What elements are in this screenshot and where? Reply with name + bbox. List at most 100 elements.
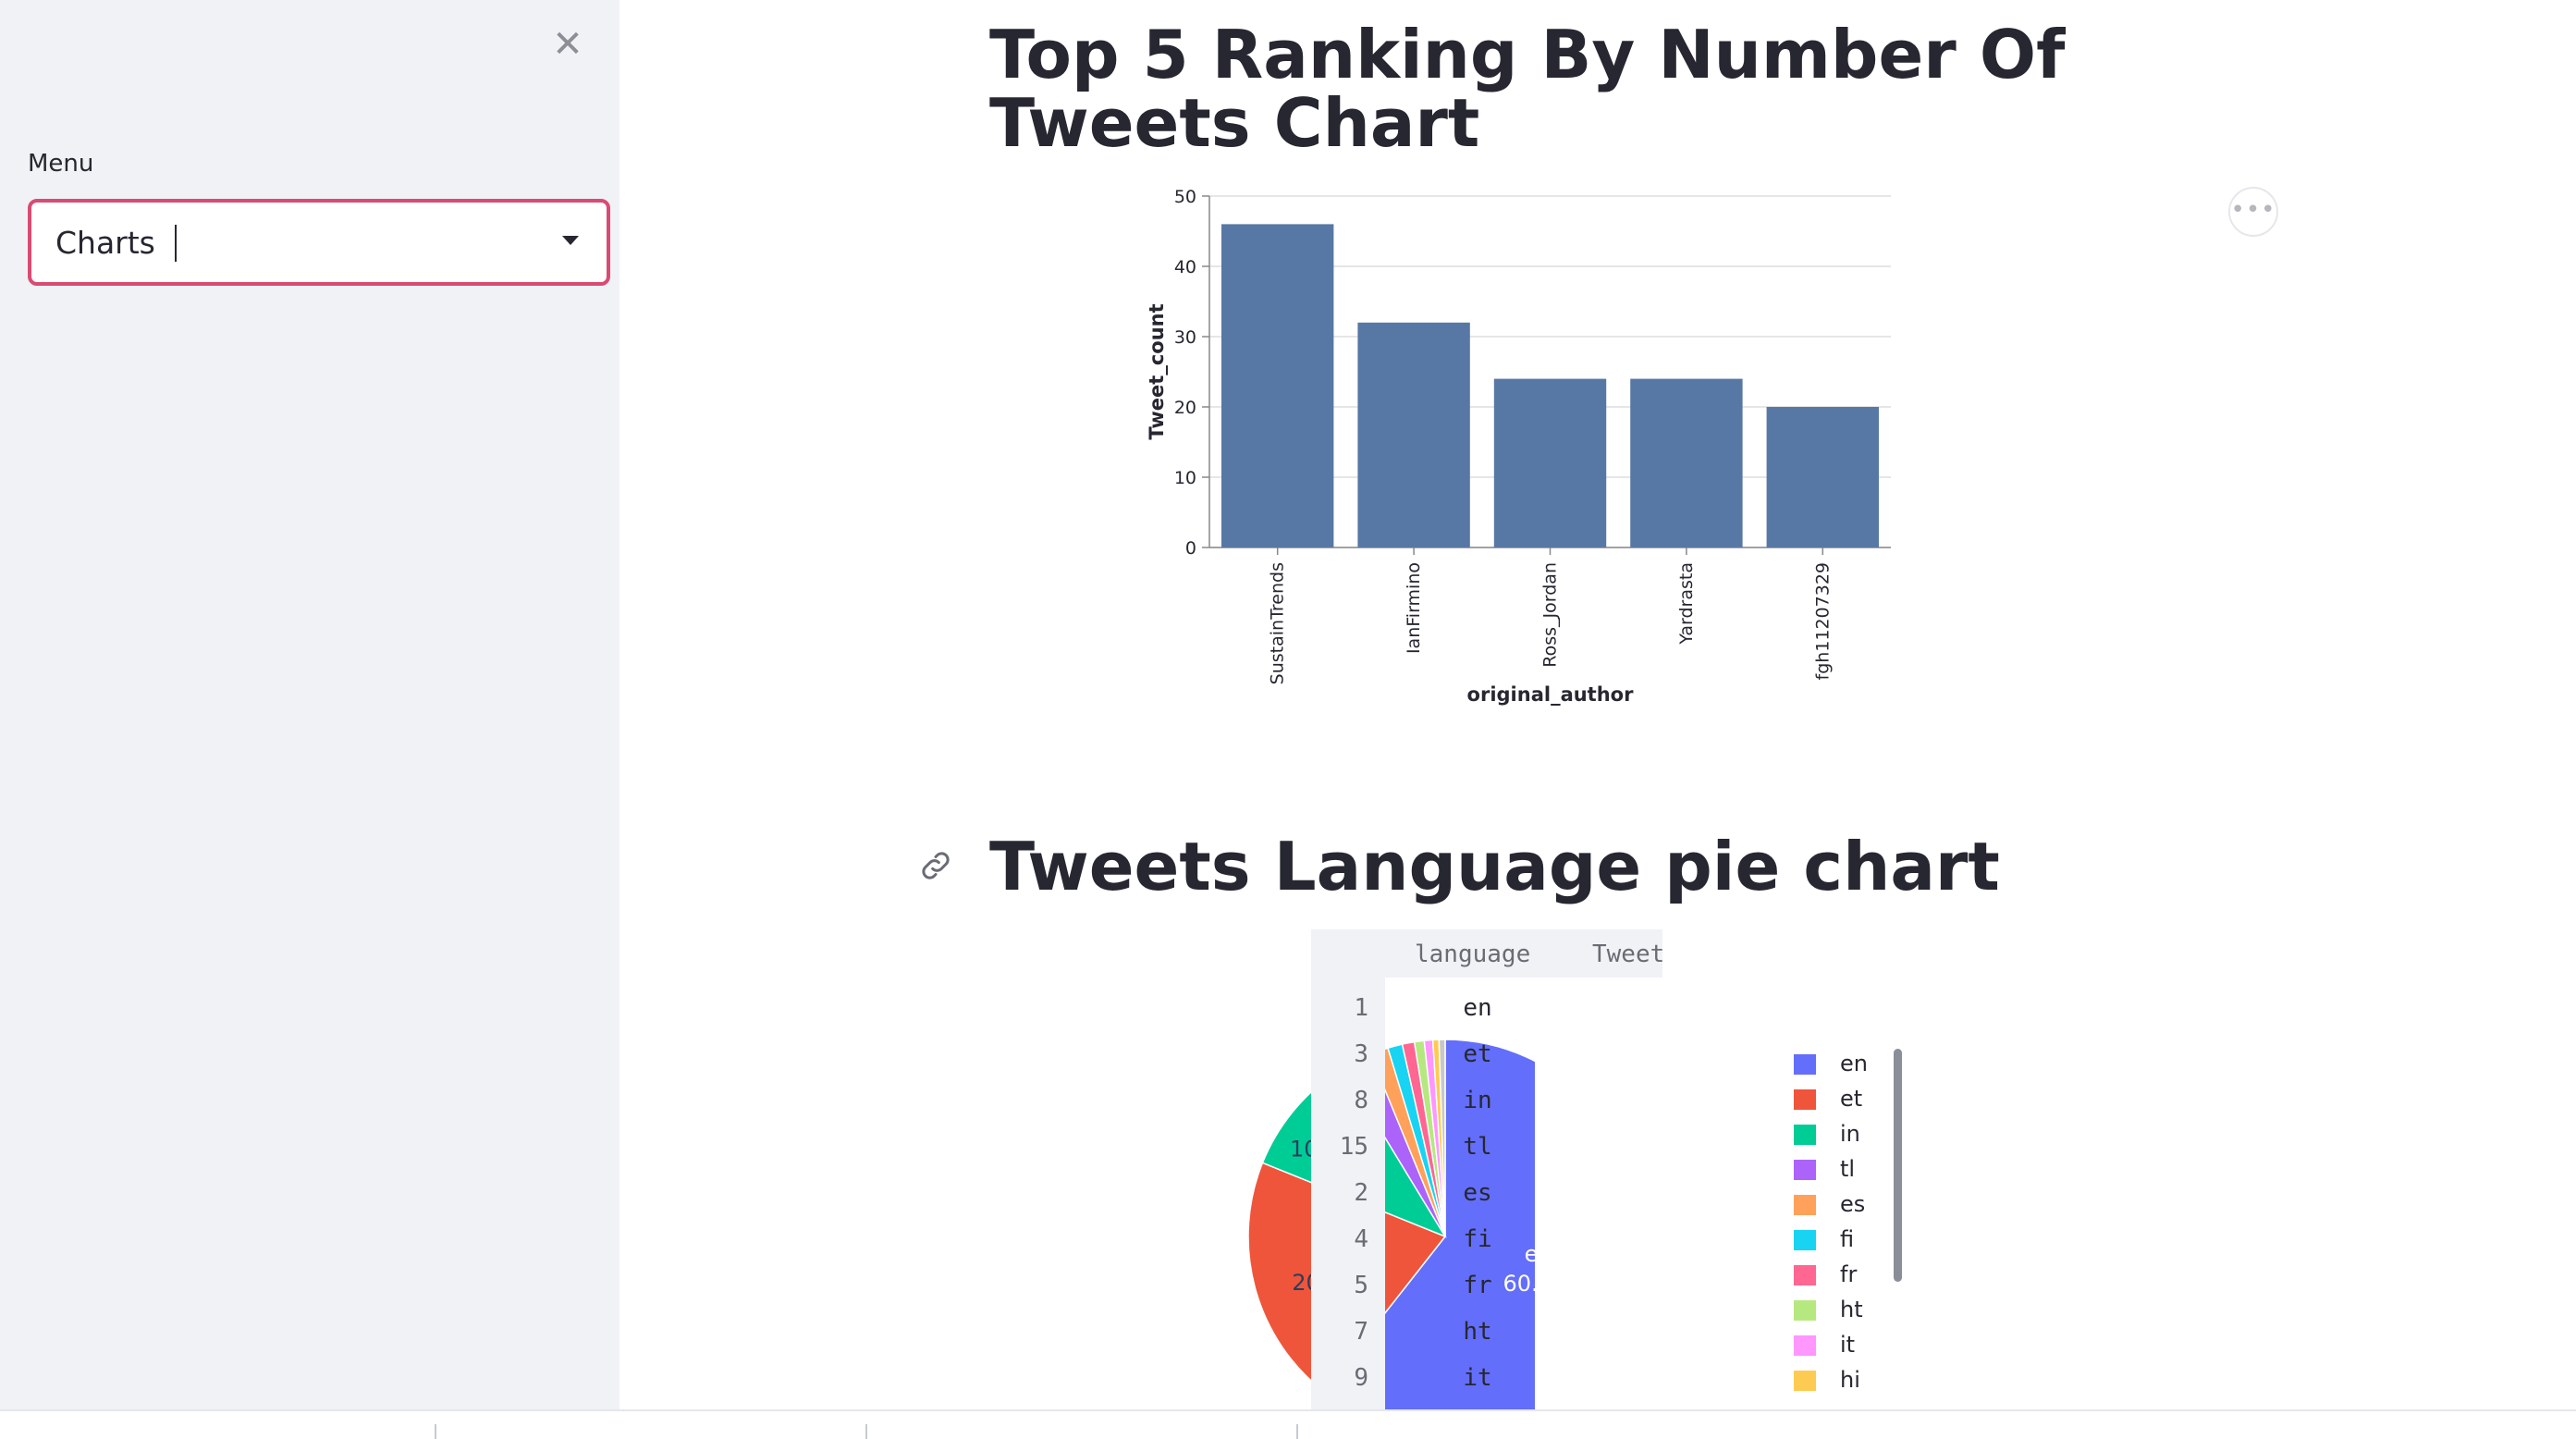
bar xyxy=(1221,224,1334,547)
x-tick-label: IanFirmino xyxy=(1404,562,1424,654)
pie-slice xyxy=(1438,1039,1446,1237)
legend-label: fi xyxy=(1840,1226,1855,1252)
legend-label: tl xyxy=(1840,1156,1856,1182)
divider xyxy=(1296,1424,1298,1439)
legend-swatch xyxy=(1794,1230,1816,1250)
legend-item[interactable]: et xyxy=(1794,1082,1932,1115)
row-index: 4 xyxy=(1354,1225,1368,1253)
bottom-bar xyxy=(0,1409,2576,1439)
pie-chart-title: Tweets Language pie chart xyxy=(989,828,2000,905)
bar-chart: 0 10 20 30 40 50 SustainTrends IanFirmino Ross_J… xyxy=(1146,187,1891,706)
cell-language: in xyxy=(1463,1087,1492,1114)
row-index: 3 xyxy=(1354,1040,1368,1068)
cell-language: fr xyxy=(1463,1272,1492,1299)
legend-scrollbar[interactable] xyxy=(1894,1049,1902,1282)
legend-label: fr xyxy=(1840,1261,1858,1287)
legend-label: in xyxy=(1840,1121,1860,1147)
row-index: 5 xyxy=(1354,1272,1368,1299)
y-tick-label: 30 xyxy=(1174,327,1196,348)
x-tick-label: Ross_Jordan xyxy=(1540,562,1561,668)
cell-language: et xyxy=(1463,1040,1492,1068)
legend-item[interactable]: en xyxy=(1794,1047,1932,1080)
x-tick-label: fgh11207329 xyxy=(1812,562,1833,681)
bar xyxy=(1357,322,1470,547)
divider xyxy=(865,1424,867,1439)
cell-language: en xyxy=(1463,994,1492,1022)
row-index: 8 xyxy=(1354,1087,1368,1114)
table-row[interactable]: 7 ht xyxy=(1311,1309,1662,1355)
y-tick-label: 50 xyxy=(1174,187,1196,207)
cell-language: ht xyxy=(1463,1318,1492,1346)
legend-label: it xyxy=(1840,1332,1856,1358)
legend-swatch xyxy=(1794,1335,1816,1356)
legend-swatch xyxy=(1794,1195,1816,1215)
divider xyxy=(435,1424,436,1439)
cell-language: tl xyxy=(1463,1133,1492,1161)
table-row[interactable]: 3 et xyxy=(1311,1031,1662,1077)
row-index: 15 xyxy=(1339,1133,1368,1161)
table-row[interactable]: 9 it xyxy=(1311,1355,1662,1401)
slice-label-percent: 60.6% xyxy=(1503,1271,1535,1297)
legend-item[interactable]: es xyxy=(1794,1187,1932,1221)
bar xyxy=(1493,378,1607,547)
row-index: 9 xyxy=(1354,1364,1368,1392)
bar-chart-title: Top 5 Ranking By Number Of Tweets Chart xyxy=(989,16,2066,162)
column-header-language[interactable]: language xyxy=(1415,941,1531,968)
table-row[interactable]: 1 en xyxy=(1311,985,1662,1031)
menu-select[interactable]: Charts xyxy=(28,199,610,286)
y-axis-label: Tweet_count xyxy=(1146,303,1168,439)
legend-item[interactable]: ht xyxy=(1794,1293,1932,1326)
legend-label: hi xyxy=(1840,1367,1860,1393)
bar xyxy=(1630,378,1743,547)
table-index-column xyxy=(1311,929,1385,1409)
slice-label-name: en xyxy=(1525,1241,1535,1267)
table-row[interactable]: 2 es xyxy=(1311,1170,1662,1216)
legend-label: en xyxy=(1840,1051,1868,1076)
table-row[interactable]: 8 in xyxy=(1311,1077,1662,1124)
text-cursor xyxy=(175,225,177,262)
menu-label: Menu xyxy=(28,150,94,178)
legend-item[interactable]: fr xyxy=(1794,1258,1932,1291)
legend-swatch xyxy=(1794,1125,1816,1145)
table-header: language Tweet xyxy=(1311,929,1662,978)
legend-item[interactable]: in xyxy=(1794,1117,1932,1150)
bar xyxy=(1766,407,1879,547)
more-options-icon[interactable]: ••• xyxy=(2228,187,2278,237)
cell-language: it xyxy=(1463,1364,1492,1392)
legend-swatch xyxy=(1794,1371,1816,1391)
legend-label: ht xyxy=(1840,1297,1863,1322)
sidebar: ✕ Menu Charts xyxy=(0,0,619,1409)
table-row[interactable]: 4 fi xyxy=(1311,1216,1662,1262)
legend-swatch xyxy=(1794,1054,1816,1075)
cell-language: es xyxy=(1463,1179,1492,1207)
legend-item[interactable]: hi xyxy=(1794,1363,1932,1396)
legend-swatch xyxy=(1794,1265,1816,1285)
column-header-tweet[interactable]: Tweet xyxy=(1592,941,1662,968)
legend-swatch xyxy=(1794,1300,1816,1321)
cell-language: fi xyxy=(1463,1225,1492,1253)
chevron-down-icon[interactable] xyxy=(562,236,579,245)
close-icon[interactable]: ✕ xyxy=(552,23,583,66)
legend-label: es xyxy=(1840,1191,1866,1217)
y-tick-label: 20 xyxy=(1174,398,1196,418)
table-row[interactable]: 15 tl xyxy=(1311,1124,1662,1170)
x-tick-label: Yardrasta xyxy=(1676,562,1697,646)
legend-label: et xyxy=(1840,1086,1863,1112)
legend-item[interactable]: tl xyxy=(1794,1152,1932,1186)
pie-slice xyxy=(1322,1039,1535,1409)
row-index: 2 xyxy=(1354,1179,1368,1207)
legend-item[interactable]: it xyxy=(1794,1328,1932,1361)
y-tick-label: 40 xyxy=(1174,257,1196,277)
row-index: 7 xyxy=(1354,1318,1368,1346)
language-table: language Tweet 1 en 3 et 8 in 15 tl 2 es 4 fi 5 fr 7 ht… xyxy=(1311,929,1662,1409)
x-axis-label: original_author xyxy=(1467,683,1635,706)
legend-swatch xyxy=(1794,1160,1816,1180)
table-row[interactable]: 5 fr xyxy=(1311,1262,1662,1309)
link-icon[interactable] xyxy=(917,847,954,884)
row-index: 1 xyxy=(1354,994,1368,1022)
x-tick-label: SustainTrends xyxy=(1268,562,1288,684)
menu-select-value: Charts xyxy=(55,225,155,261)
y-tick-label: 10 xyxy=(1174,468,1196,488)
legend-swatch xyxy=(1794,1089,1816,1110)
legend-item[interactable]: fi xyxy=(1794,1223,1932,1256)
